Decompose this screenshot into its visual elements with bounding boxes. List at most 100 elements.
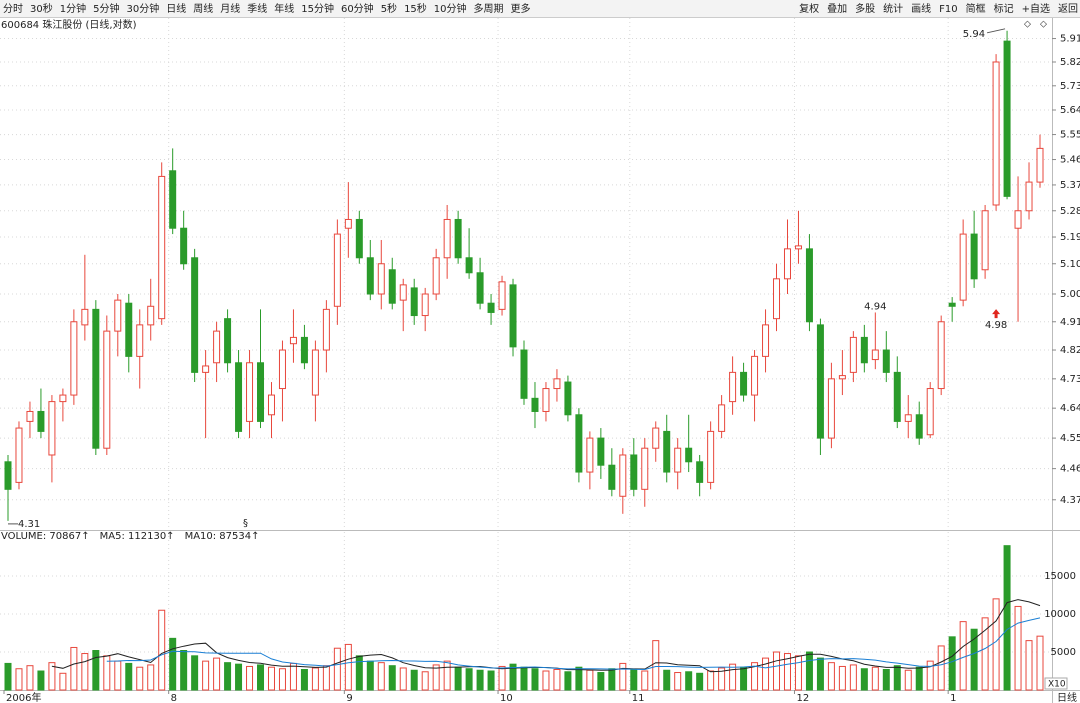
candle-body (751, 355, 759, 396)
toolbar-button[interactable]: 多股 (855, 2, 875, 15)
y-tick-label: 5.64 (1060, 105, 1080, 116)
volume-bar (827, 662, 835, 691)
y-tick-label: 4.73 (1060, 374, 1080, 385)
toolbar-tab[interactable]: 15秒 (404, 2, 427, 15)
candle-body (333, 233, 341, 307)
candle-body (970, 233, 978, 280)
volume-bar (652, 640, 660, 691)
candle-body (70, 321, 78, 396)
candle-body (586, 437, 594, 473)
candle-body (37, 410, 45, 432)
volume-bar (235, 663, 243, 691)
candle-body (707, 430, 715, 483)
candle-body (948, 302, 956, 307)
volume-bar (904, 669, 912, 691)
toolbar (0, 0, 1080, 17)
y-tick-label: 5.91 (1060, 34, 1080, 45)
icon[interactable]: ◇ (1024, 20, 1031, 30)
toolbar-button[interactable]: +自选 (1022, 2, 1050, 15)
volume-ma-line (106, 617, 1041, 671)
toolbar-tab[interactable]: 1分钟 (60, 2, 86, 15)
toolbar-button[interactable]: 统计 (883, 2, 903, 15)
candle-body (235, 362, 243, 432)
candle-body (278, 349, 286, 390)
candle-body (377, 263, 385, 295)
candle-body (136, 324, 144, 357)
candle-body (202, 365, 210, 373)
toolbar-tab[interactable]: 月线 (220, 2, 240, 15)
candle-body (762, 324, 770, 357)
toolbar-tab[interactable]: 10分钟 (434, 2, 467, 15)
volume-bar (213, 657, 221, 691)
candle-body (4, 461, 12, 490)
volume-bar (191, 655, 199, 691)
candle-body (564, 381, 572, 416)
candle-body (663, 430, 671, 473)
candle-body (267, 394, 275, 416)
toolbar-tab[interactable]: 年线 (274, 2, 294, 15)
toolbar-tab[interactable]: 分时 (3, 3, 23, 15)
toolbar-tab[interactable]: 季线 (247, 2, 267, 15)
annotation-label: 5.94 (963, 29, 985, 40)
volume-bar (1003, 545, 1011, 691)
candle-body (421, 293, 429, 317)
volume-bar (322, 665, 330, 691)
volume-bar (344, 643, 352, 691)
volume-bar (937, 645, 945, 691)
x-tick-label: 11 (632, 693, 645, 703)
candle-body (322, 308, 330, 351)
unit-box (1044, 677, 1068, 690)
toolbar-button[interactable]: 标记 (994, 3, 1014, 15)
toolbar-tab[interactable]: 周线 (193, 2, 213, 15)
candle-body (147, 305, 155, 326)
candle-body (1014, 210, 1022, 229)
icon[interactable]: ◇ (1040, 20, 1047, 30)
toolbar-tab[interactable]: 多周期 (474, 2, 504, 15)
toolbar-tab[interactable]: 更多 (511, 2, 531, 15)
toolbar-tab[interactable]: 30分钟 (126, 2, 159, 15)
y-tick-label: 5000 (1051, 647, 1076, 658)
volume-bar (575, 666, 583, 691)
volume-bar (147, 664, 155, 691)
toolbar-button[interactable]: F10 (939, 4, 957, 15)
volume-bar (158, 609, 166, 691)
toolbar-tab[interactable]: 5秒 (381, 2, 397, 15)
x-tick-label: 10 (500, 693, 513, 703)
candle-body (619, 454, 627, 497)
volume-bar (926, 660, 934, 691)
toolbar-tab[interactable]: 15分钟 (301, 2, 334, 15)
toolbar-tab[interactable]: 日线 (166, 2, 186, 15)
toolbar-button[interactable]: 返回 (1058, 3, 1078, 15)
volume-bar (355, 655, 363, 691)
toolbar-tab[interactable]: 60分钟 (341, 2, 374, 15)
candle-body (388, 269, 396, 304)
annotation-label: 4.94 (864, 301, 886, 312)
toolbar-tab[interactable]: 5分钟 (93, 2, 119, 15)
candle-body (674, 447, 682, 473)
candle-body (1025, 181, 1033, 212)
toolbar-button[interactable]: 画线 (911, 2, 931, 15)
volume-bar (1014, 605, 1022, 691)
volume-bar (773, 651, 781, 691)
toolbar-tab[interactable]: 30秒 (30, 2, 53, 15)
volume-bar (794, 655, 802, 691)
y-tick-label: 4.46 (1060, 464, 1080, 475)
toolbar-button[interactable]: 复权 (799, 2, 819, 15)
volume-bar (26, 665, 34, 691)
volume-bar (125, 662, 133, 691)
volume-bar (300, 668, 308, 691)
y-tick-label: 4.91 (1060, 317, 1080, 328)
volume-bar (762, 657, 770, 691)
candle-body (26, 410, 34, 422)
toolbar-button[interactable]: 叠加 (827, 3, 847, 15)
volume-bar (981, 617, 989, 691)
candle-body (860, 336, 868, 364)
candle-body (224, 318, 232, 364)
volume-bar (553, 668, 561, 691)
volume-bar (816, 657, 824, 691)
candle-body (246, 362, 254, 422)
candle-body (476, 272, 484, 304)
candle-body (740, 371, 748, 396)
toolbar-button[interactable]: 简框 (966, 2, 986, 15)
